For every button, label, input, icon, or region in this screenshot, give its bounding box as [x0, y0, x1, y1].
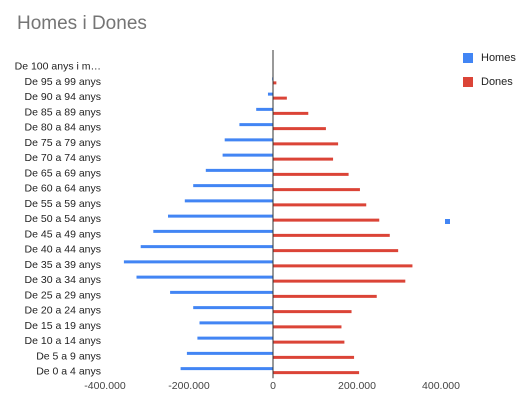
- bar-homes-5[interactable]: [170, 290, 273, 294]
- bar-homes-16[interactable]: [239, 123, 273, 127]
- bar-dones-18[interactable]: [273, 96, 287, 100]
- bar-dones-16[interactable]: [273, 127, 326, 131]
- bar-homes-13[interactable]: [205, 168, 273, 172]
- bar-dones-9[interactable]: [273, 233, 390, 237]
- y-tick-label: De 70 a 74 anys: [25, 152, 101, 164]
- bar-dones-0[interactable]: [273, 371, 360, 375]
- y-tick-label: De 65 a 69 anys: [25, 167, 101, 179]
- bar-homes-11[interactable]: [184, 199, 273, 203]
- bar-dones-13[interactable]: [273, 172, 349, 176]
- bar-homes-18[interactable]: [267, 92, 273, 96]
- y-tick-label: De 80 a 84 anys: [25, 122, 101, 134]
- x-tick-label: -400.000: [84, 380, 126, 392]
- y-tick-label: De 40 a 44 anys: [25, 244, 101, 256]
- y-tick-label: De 35 a 39 anys: [25, 259, 101, 271]
- y-tick-label: De 20 a 24 anys: [25, 305, 101, 317]
- bar-dones-8[interactable]: [273, 249, 399, 253]
- bar-dones-11[interactable]: [273, 203, 367, 207]
- bar-homes-7[interactable]: [123, 260, 274, 264]
- bar-homes-9[interactable]: [153, 229, 273, 233]
- x-tick-label: -200.000: [168, 380, 210, 392]
- legend-item-dones[interactable]: Dones: [463, 72, 516, 92]
- y-tick-label: De 25 a 29 anys: [25, 289, 101, 301]
- bar-homes-2[interactable]: [197, 336, 273, 340]
- bar-dones-19[interactable]: [273, 81, 277, 85]
- y-tick-label: De 95 a 99 anys: [25, 76, 101, 88]
- bar-dones-4[interactable]: [273, 310, 352, 314]
- bar-dones-3[interactable]: [273, 325, 342, 329]
- bar-homes-14[interactable]: [222, 153, 273, 157]
- bar-dones-1[interactable]: [273, 355, 355, 359]
- y-tick-label: De 45 a 49 anys: [25, 228, 101, 240]
- y-tick-label: De 5 a 9 anys: [36, 350, 101, 362]
- bar-homes-15[interactable]: [224, 138, 273, 142]
- bar-dones-2[interactable]: [273, 340, 345, 344]
- y-tick-label: De 30 a 34 anys: [25, 274, 101, 286]
- y-tick-label: De 55 a 59 anys: [25, 198, 101, 210]
- y-tick-label: De 0 a 4 anys: [36, 366, 101, 378]
- bar-homes-4[interactable]: [193, 306, 273, 310]
- y-tick-label: De 75 a 79 anys: [25, 137, 101, 149]
- stray-point-marker: [445, 219, 450, 224]
- bar-dones-5[interactable]: [273, 294, 377, 298]
- bar-dones-7[interactable]: [273, 264, 413, 268]
- bar-homes-17[interactable]: [256, 107, 273, 111]
- bar-dones-12[interactable]: [273, 188, 360, 192]
- chart-legend: Homes Dones: [463, 48, 516, 96]
- bar-homes-3[interactable]: [199, 321, 274, 325]
- bar-dones-10[interactable]: [273, 218, 380, 222]
- y-tick-label: De 90 a 94 anys: [25, 91, 101, 103]
- y-tick-label: De 100 anys i m…: [15, 61, 101, 73]
- legend-label-dones: Dones: [481, 76, 513, 88]
- bar-homes-0[interactable]: [180, 367, 273, 371]
- legend-item-homes[interactable]: Homes: [463, 48, 516, 68]
- legend-swatch-homes: [463, 53, 473, 63]
- chart-title: Homes i Dones: [17, 13, 147, 34]
- bar-dones-17[interactable]: [273, 111, 309, 115]
- x-tick-label: 0: [270, 380, 276, 392]
- y-tick-label: De 50 a 54 anys: [25, 213, 101, 225]
- y-tick-label: De 10 a 14 anys: [25, 335, 101, 347]
- x-tick-label: 400.000: [422, 380, 460, 392]
- bar-dones-15[interactable]: [273, 142, 339, 146]
- x-tick-label: 200.000: [338, 380, 376, 392]
- bar-homes-10[interactable]: [168, 214, 273, 218]
- bar-homes-8[interactable]: [140, 245, 273, 249]
- bar-dones-14[interactable]: [273, 157, 334, 161]
- bar-homes-1[interactable]: [186, 351, 273, 355]
- y-tick-label: De 85 a 89 anys: [25, 106, 101, 118]
- y-tick-label: De 60 a 64 anys: [25, 183, 101, 195]
- bar-homes-12[interactable]: [193, 184, 273, 188]
- bar-dones-6[interactable]: [273, 279, 406, 283]
- legend-swatch-dones: [463, 77, 473, 87]
- y-tick-label: De 15 a 19 anys: [25, 320, 101, 332]
- bar-homes-6[interactable]: [136, 275, 274, 279]
- legend-label-homes: Homes: [481, 52, 516, 64]
